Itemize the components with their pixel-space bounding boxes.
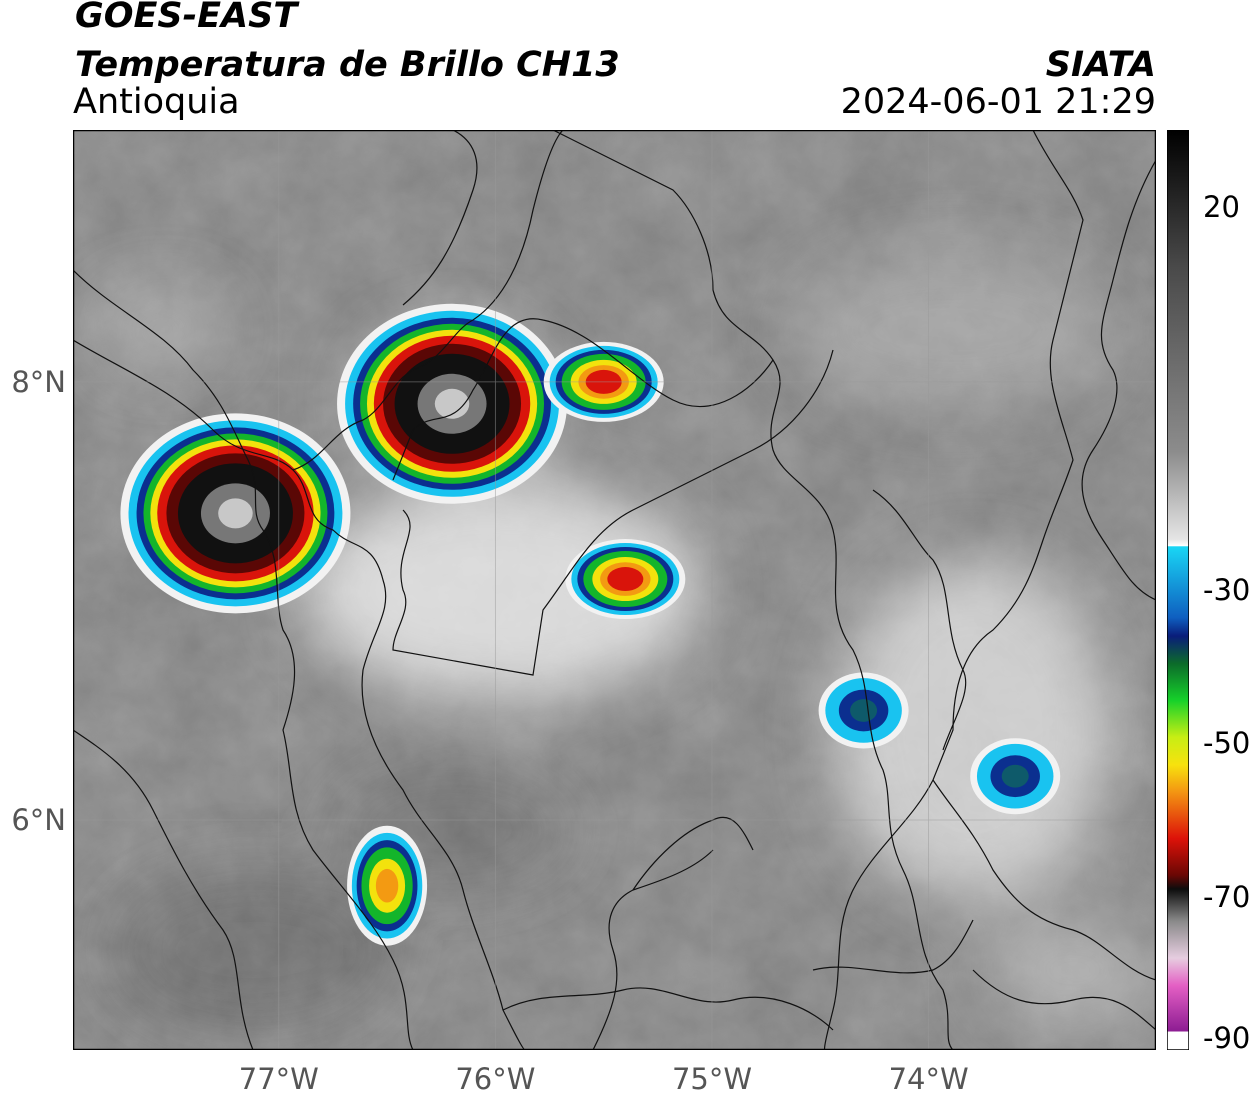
colorbar-label: -50 bbox=[1203, 726, 1251, 761]
storm-cell bbox=[337, 303, 568, 504]
storm-ring bbox=[1001, 764, 1029, 788]
colorbar-label: -30 bbox=[1203, 573, 1251, 607]
storm-ring bbox=[434, 388, 470, 419]
storm-ring bbox=[375, 868, 399, 903]
lat-tick-label: 8°N bbox=[11, 364, 66, 399]
lon-tick-label: 76°W bbox=[455, 1062, 536, 1096]
lat-tick-label: 6°N bbox=[11, 803, 66, 837]
storm-cell bbox=[818, 672, 909, 749]
colorbar-label: -90 bbox=[1203, 1021, 1251, 1055]
colorbar bbox=[1167, 130, 1189, 1050]
storm-ring bbox=[218, 498, 253, 529]
lon-tick-label: 77°W bbox=[238, 1062, 319, 1096]
region-label: Antioquia bbox=[73, 82, 240, 122]
storm-ring bbox=[850, 699, 878, 722]
satellite-map bbox=[73, 130, 1156, 1050]
storm-cell bbox=[120, 413, 351, 614]
product-title: Temperatura de Brillo CH13 bbox=[75, 45, 620, 85]
lon-tick-label: 75°W bbox=[671, 1062, 753, 1096]
brand-label: SIATA bbox=[1045, 45, 1156, 85]
storm-ring bbox=[607, 567, 644, 592]
storm-cell bbox=[565, 539, 686, 620]
timestamp-label: 2024-06-01 21:29 bbox=[840, 82, 1156, 122]
colorbar-label: 20 bbox=[1203, 189, 1240, 224]
storm-cell bbox=[970, 738, 1061, 815]
satellite-title: GOES-EAST bbox=[75, 0, 298, 36]
gridlines bbox=[73, 130, 1156, 1050]
lon-tick-label: 74°W bbox=[888, 1062, 969, 1096]
political-boundaries bbox=[73, 130, 1156, 1050]
storm-cell bbox=[347, 825, 428, 946]
colorbar-label: -70 bbox=[1203, 879, 1251, 914]
